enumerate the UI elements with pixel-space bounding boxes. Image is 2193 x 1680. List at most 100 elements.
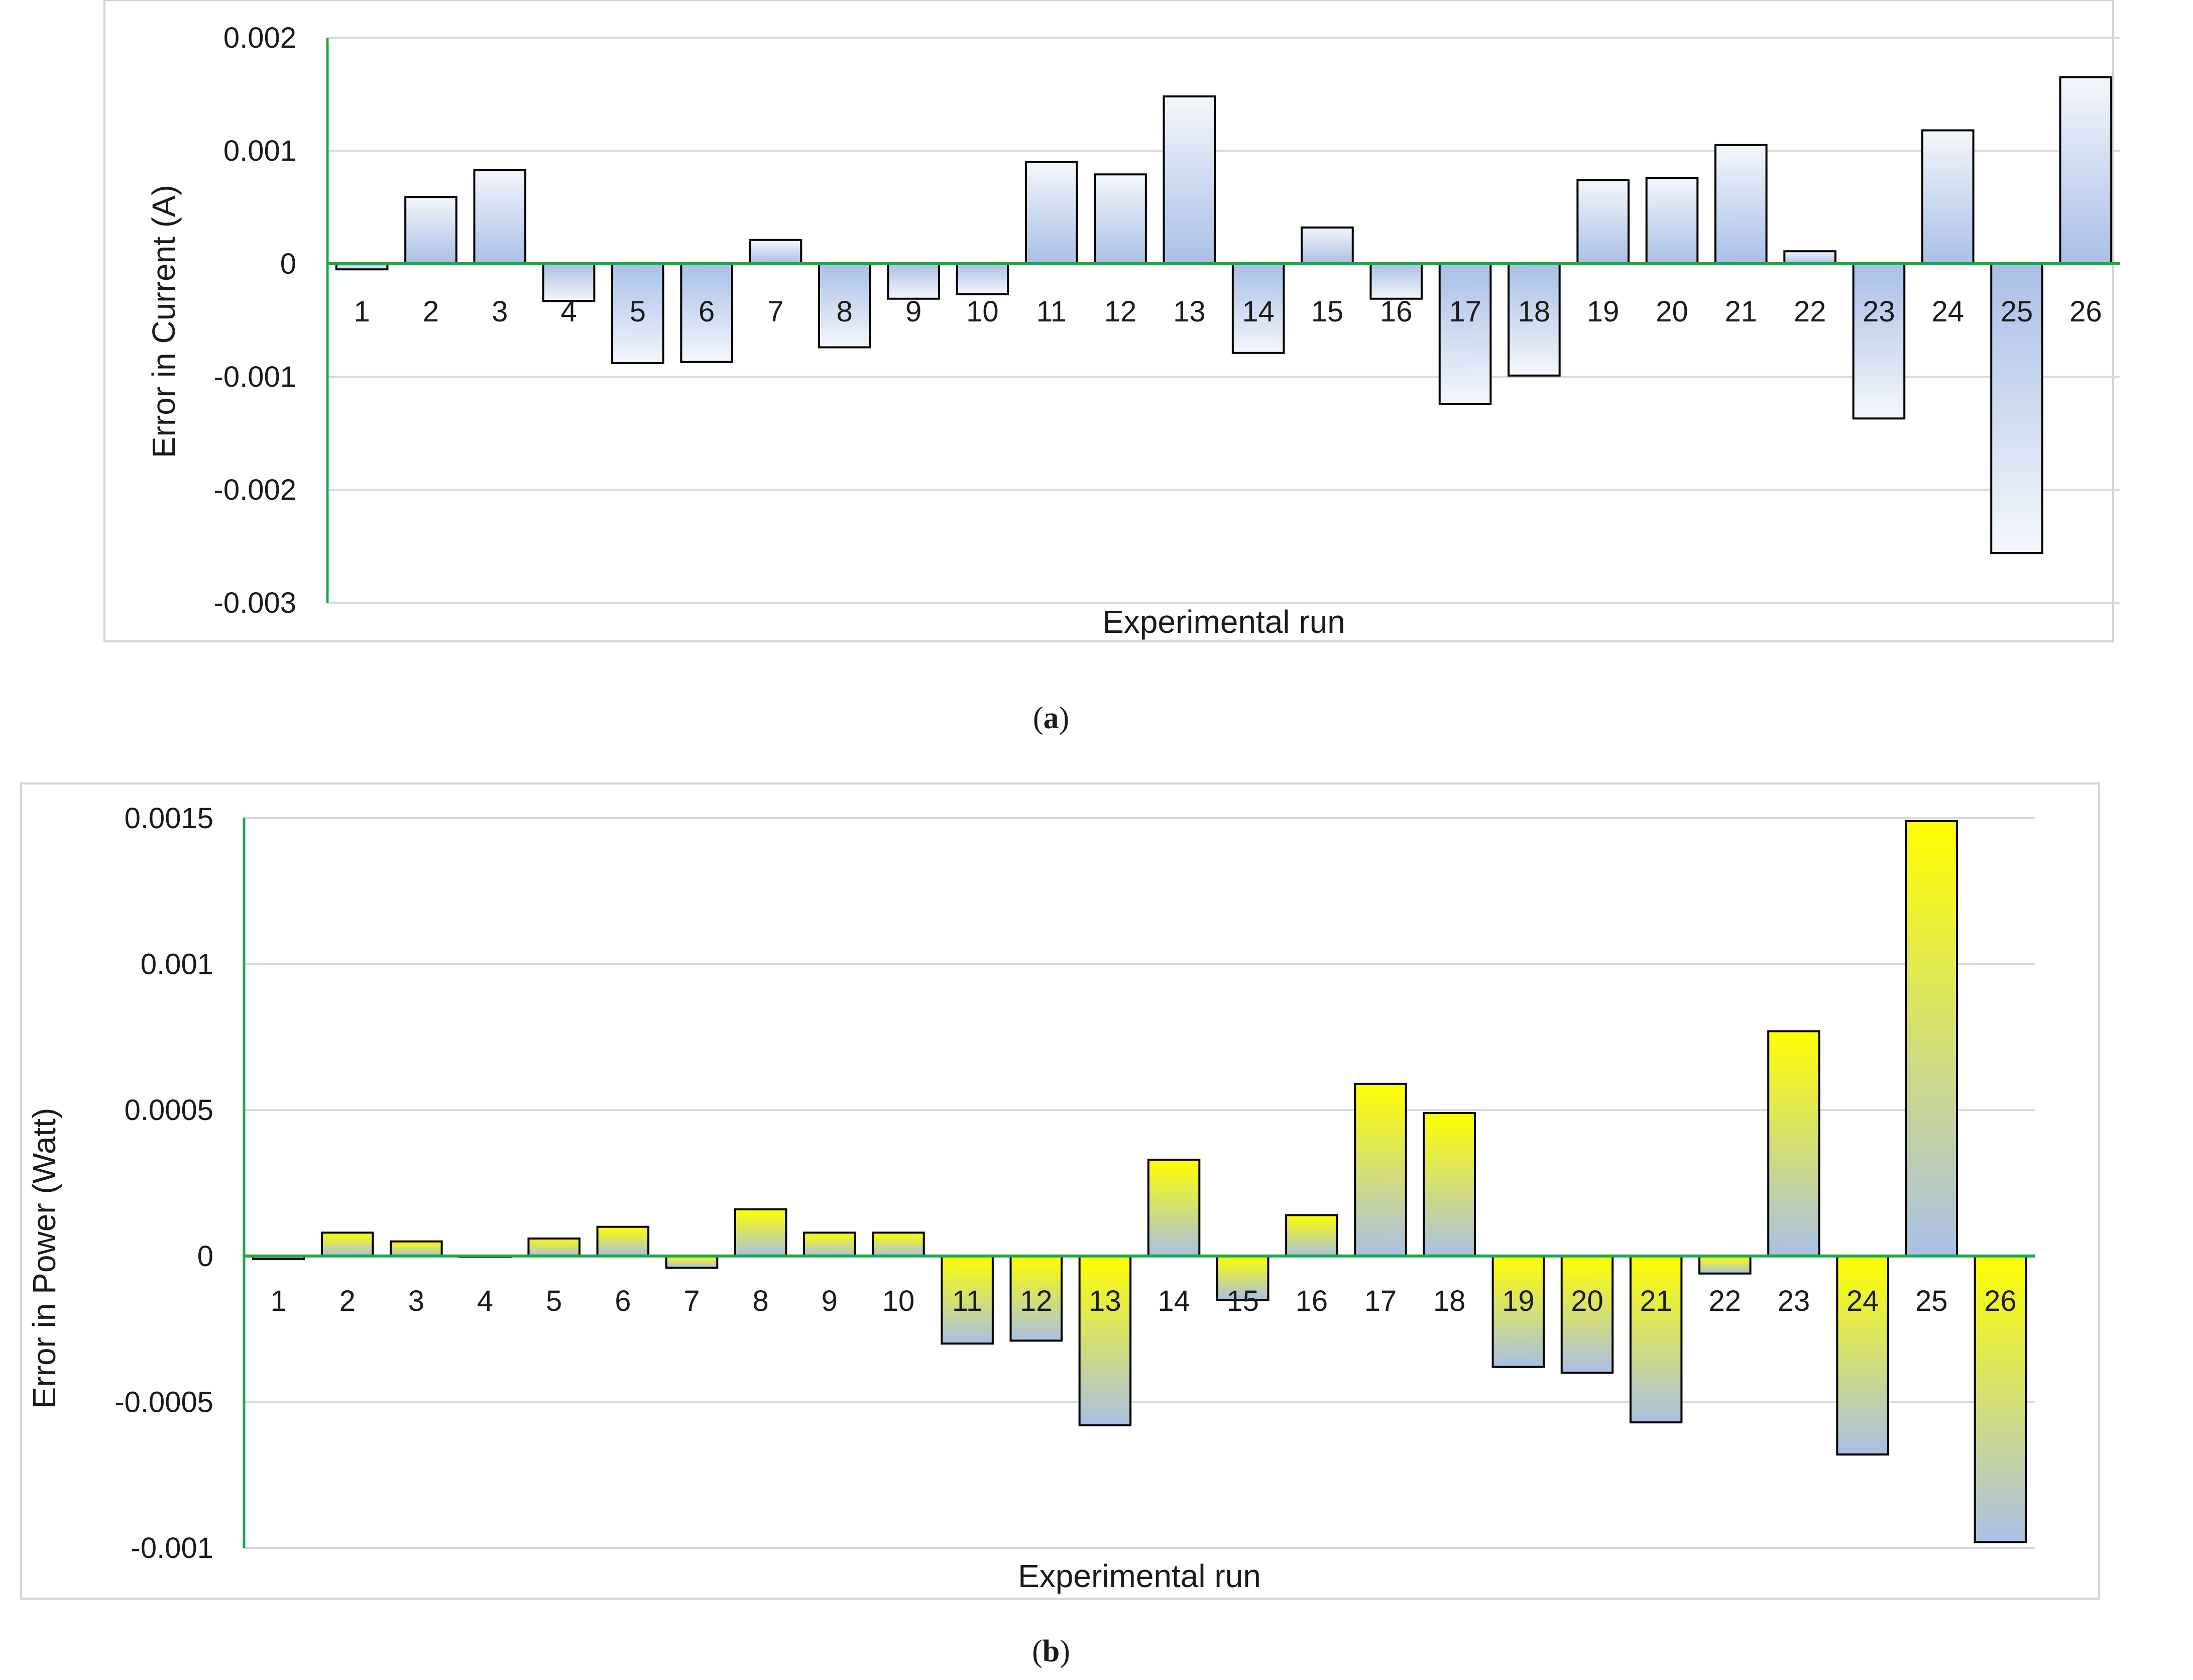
bar	[473, 169, 527, 265]
panel-caption: (b)	[1032, 1634, 1070, 1668]
y-tick-label: -0.001	[214, 361, 296, 393]
bar	[803, 1231, 856, 1257]
x-tick-label: 2	[339, 1285, 356, 1317]
bar	[1369, 263, 1423, 300]
bar	[1576, 179, 1630, 265]
y-tick-label: -0.003	[214, 587, 296, 619]
bar	[1783, 250, 1836, 265]
bar	[887, 263, 940, 300]
bar	[1974, 1255, 2027, 1543]
bar	[1508, 263, 1561, 377]
bar	[390, 1240, 443, 1257]
x-tick-label: 24	[1931, 295, 1964, 328]
bar	[1852, 263, 1906, 420]
x-tick-label: 23	[1778, 1285, 1810, 1317]
bar	[872, 1231, 925, 1257]
x-tick-label: 17	[1364, 1285, 1397, 1317]
x-tick-label: 6	[699, 295, 715, 328]
x-tick-label: 2	[423, 295, 439, 328]
bar	[1231, 263, 1285, 354]
y-tick-label: -0.0005	[114, 1386, 213, 1418]
x-tick-label: 3	[492, 295, 508, 328]
x-tick-label: 7	[767, 295, 783, 328]
x-tick-label: 24	[1846, 1285, 1879, 1317]
bar	[749, 239, 802, 265]
x-tick-label: 20	[1571, 1285, 1603, 1317]
bar	[611, 263, 664, 364]
x-tick-label: 1	[354, 295, 370, 328]
bar	[1491, 1255, 1545, 1368]
x-tick-label: 26	[2069, 295, 2102, 328]
y-tick-label: 0.0015	[125, 802, 213, 835]
x-tick-label: 17	[1449, 295, 1481, 328]
bar	[1836, 1255, 1889, 1456]
x-tick-label: 8	[753, 1285, 769, 1317]
x-tick-label: 8	[837, 295, 853, 328]
bar	[818, 263, 871, 349]
bar	[1629, 1255, 1683, 1424]
bar	[1094, 173, 1147, 265]
x-tick-label: 19	[1587, 295, 1620, 328]
y-tick-label: 0	[280, 248, 296, 280]
x-tick-label: 4	[560, 295, 576, 328]
y-tick-label: 0	[197, 1240, 213, 1273]
x-tick-label: 23	[1863, 295, 1895, 328]
x-tick-label: 12	[1104, 295, 1137, 328]
x-tick-label: 22	[1794, 295, 1826, 328]
bar	[665, 1255, 719, 1269]
bar	[1285, 1214, 1338, 1257]
x-tick-label: 14	[1242, 295, 1275, 328]
x-tick-label: 7	[683, 1285, 700, 1317]
x-tick-label: 18	[1518, 295, 1551, 328]
x-tick-label: 25	[2001, 295, 2033, 328]
bar	[956, 263, 1009, 295]
x-tick-label: 3	[408, 1285, 424, 1317]
y-tick-label: -0.001	[131, 1532, 213, 1564]
bar	[1078, 1255, 1132, 1426]
x-tick-label: 16	[1380, 295, 1413, 328]
x-tick-label: 4	[477, 1285, 493, 1317]
y-tick-label: 0.0005	[125, 1094, 213, 1127]
bar	[1921, 129, 1975, 265]
x-tick-label: 1	[270, 1285, 286, 1317]
bar	[1698, 1255, 1752, 1275]
x-tick-label: 6	[615, 1285, 631, 1317]
x-axis-title: Experimental run	[1102, 604, 1345, 640]
x-tick-label: 21	[1725, 295, 1758, 328]
x-tick-label: 22	[1709, 1285, 1742, 1317]
chart-frame	[20, 782, 2100, 1600]
bar	[941, 1255, 994, 1345]
x-tick-label: 21	[1640, 1285, 1672, 1317]
bar	[2059, 76, 2113, 265]
x-tick-label: 25	[1915, 1285, 1948, 1317]
x-tick-label: 14	[1158, 1285, 1190, 1317]
bar	[404, 196, 457, 265]
bar	[527, 1237, 581, 1257]
bar	[1216, 1255, 1269, 1301]
bar	[1354, 1082, 1407, 1257]
x-tick-label: 15	[1311, 295, 1344, 328]
y-tick-label: 0.002	[223, 22, 296, 54]
x-tick-label: 10	[966, 295, 999, 328]
x-tick-label: 5	[630, 295, 646, 328]
bar	[1163, 95, 1216, 265]
bar	[1767, 1030, 1820, 1257]
bar	[734, 1208, 787, 1257]
bar	[1024, 161, 1078, 265]
bar	[542, 263, 596, 302]
x-tick-label: 11	[952, 1285, 982, 1317]
bar	[1714, 144, 1768, 265]
bar	[1905, 820, 1958, 1257]
chart-frame	[103, 0, 2114, 642]
bar	[1147, 1159, 1201, 1257]
y-axis-title: Error in Power (Watt)	[26, 1108, 62, 1409]
y-tick-label: 0.001	[141, 948, 213, 981]
bar	[596, 1225, 650, 1257]
bar	[1301, 227, 1354, 265]
x-tick-label: 13	[1173, 295, 1206, 328]
x-tick-label: 9	[905, 295, 921, 328]
panel-caption: (a)	[1033, 701, 1069, 735]
y-tick-label: -0.002	[214, 474, 296, 506]
